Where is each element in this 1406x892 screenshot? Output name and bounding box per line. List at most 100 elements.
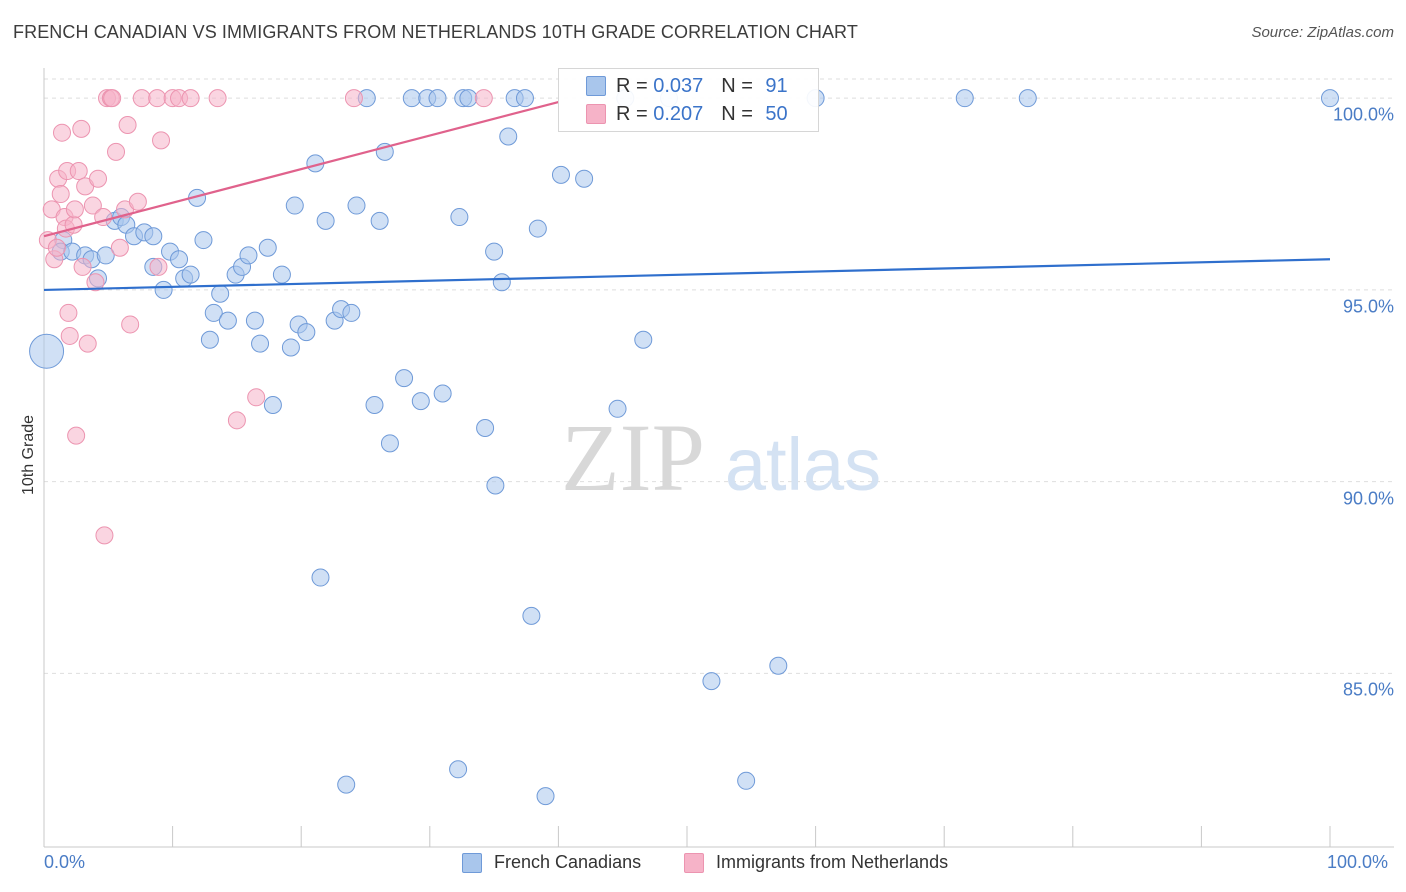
source-label: Source: ZipAtlas.com [1251, 24, 1394, 41]
point-french-canadians [380, 434, 399, 453]
legend-r-label: R = [616, 102, 648, 125]
point-french-canadians [154, 280, 173, 299]
point-french-canadians [29, 333, 65, 369]
point-french-canadians [449, 760, 468, 779]
legend-row-french-canadians: R = 0.037 N = 91 [559, 72, 795, 100]
legend-label-french-canadians: French Canadians [494, 852, 642, 872]
point-french-canadians [211, 284, 230, 303]
point-immigrants-netherlands [60, 326, 79, 345]
point-immigrants-netherlands [103, 89, 122, 108]
point-french-canadians [263, 395, 282, 414]
point-french-canadians [365, 395, 384, 414]
point-french-canadians [239, 246, 258, 265]
point-french-canadians [281, 338, 300, 357]
legend-r-value-blue: 0.037 [653, 74, 704, 97]
trend-line-french-canadians [43, 258, 1331, 292]
point-immigrants-netherlands [118, 116, 137, 135]
point-french-canadians [272, 265, 291, 284]
point-french-canadians [608, 399, 627, 418]
point-french-canadians [634, 330, 653, 349]
point-immigrants-netherlands [73, 257, 92, 276]
watermark: ZIP atlas [561, 404, 881, 511]
point-french-canadians [402, 89, 421, 108]
point-french-canadians [218, 311, 237, 330]
point-french-canadians [450, 208, 469, 227]
point-french-canadians [522, 606, 541, 625]
legend-label-immigrants-netherlands: Immigrants from Netherlands [716, 852, 949, 872]
point-immigrants-netherlands [121, 315, 140, 334]
point-french-canadians [536, 787, 555, 806]
point-immigrants-netherlands [181, 89, 200, 108]
point-french-canadians [955, 89, 974, 108]
point-french-canadians [181, 265, 200, 284]
point-immigrants-netherlands [83, 196, 102, 215]
series-french-canadians [29, 89, 1339, 806]
point-french-canadians [245, 311, 264, 330]
point-french-canadians [528, 219, 547, 238]
point-french-canadians [170, 250, 189, 269]
point-immigrants-netherlands [86, 273, 105, 292]
point-french-canadians [492, 273, 511, 292]
legend-item-immigrants-netherlands[interactable]: Immigrants from Netherlands [684, 852, 948, 873]
point-french-canadians [337, 775, 356, 794]
point-french-canadians [499, 127, 518, 146]
point-french-canadians [459, 89, 478, 108]
point-french-canadians [316, 211, 335, 230]
point-immigrants-netherlands [152, 131, 171, 150]
point-french-canadians [285, 196, 304, 215]
point-french-canadians [395, 369, 414, 388]
point-immigrants-netherlands [227, 411, 246, 430]
y-tick-label: 90.0% [1342, 488, 1394, 509]
point-french-canadians [551, 165, 570, 184]
point-immigrants-netherlands [208, 89, 227, 108]
point-french-canadians [411, 392, 430, 411]
point-immigrants-netherlands [110, 238, 129, 257]
legend-swatch-pink [586, 104, 606, 124]
point-immigrants-netherlands [72, 119, 91, 138]
point-french-canadians [1321, 89, 1339, 108]
y-tick-label: 95.0% [1342, 296, 1394, 317]
point-french-canadians [347, 196, 366, 215]
point-immigrants-netherlands [148, 89, 167, 108]
point-immigrants-netherlands [107, 142, 126, 161]
point-french-canadians [486, 476, 505, 495]
trend-lines [43, 100, 1331, 292]
point-french-canadians [575, 169, 594, 188]
point-immigrants-netherlands [132, 89, 151, 108]
point-immigrants-netherlands [89, 169, 108, 188]
bottom-legend: French Canadians Immigrants from Netherl… [0, 852, 1406, 878]
point-immigrants-netherlands [47, 238, 66, 257]
point-french-canadians [96, 246, 115, 265]
axes [43, 68, 1394, 848]
legend-n-value-pink: 50 [765, 102, 788, 125]
point-french-canadians [342, 303, 361, 322]
point-french-canadians [737, 771, 756, 790]
point-french-canadians [515, 89, 534, 108]
point-immigrants-netherlands [149, 257, 168, 276]
x-tick-min: 0.0% [44, 852, 86, 872]
legend-r-value-pink: 0.207 [653, 102, 704, 125]
point-immigrants-netherlands [67, 426, 86, 445]
trend-line-immigrants-netherlands [43, 100, 559, 238]
point-immigrants-netherlands [344, 89, 363, 108]
point-french-canadians [297, 323, 316, 342]
point-french-canadians [204, 303, 223, 322]
point-immigrants-netherlands [65, 200, 84, 219]
point-french-canadians [251, 334, 270, 353]
correlation-legend: R = 0.037 N = 91 R = 0.207 N = 50 [558, 68, 819, 132]
point-immigrants-netherlands [247, 388, 266, 407]
point-french-canadians [258, 238, 277, 257]
point-french-canadians [194, 231, 213, 250]
legend-n-label: N = [721, 74, 753, 97]
legend-item-french-canadians[interactable]: French Canadians [462, 852, 641, 873]
point-french-canadians [433, 384, 452, 403]
point-french-canadians [370, 211, 389, 230]
series-immigrants-netherlands [38, 89, 493, 545]
legend-swatch-blue [462, 852, 482, 873]
x-tick-max: 100.0% [1327, 852, 1389, 872]
legend-swatch-blue [586, 76, 606, 96]
point-french-canadians [485, 242, 504, 261]
point-immigrants-netherlands [128, 192, 147, 211]
watermark-atlas: atlas [725, 423, 881, 506]
